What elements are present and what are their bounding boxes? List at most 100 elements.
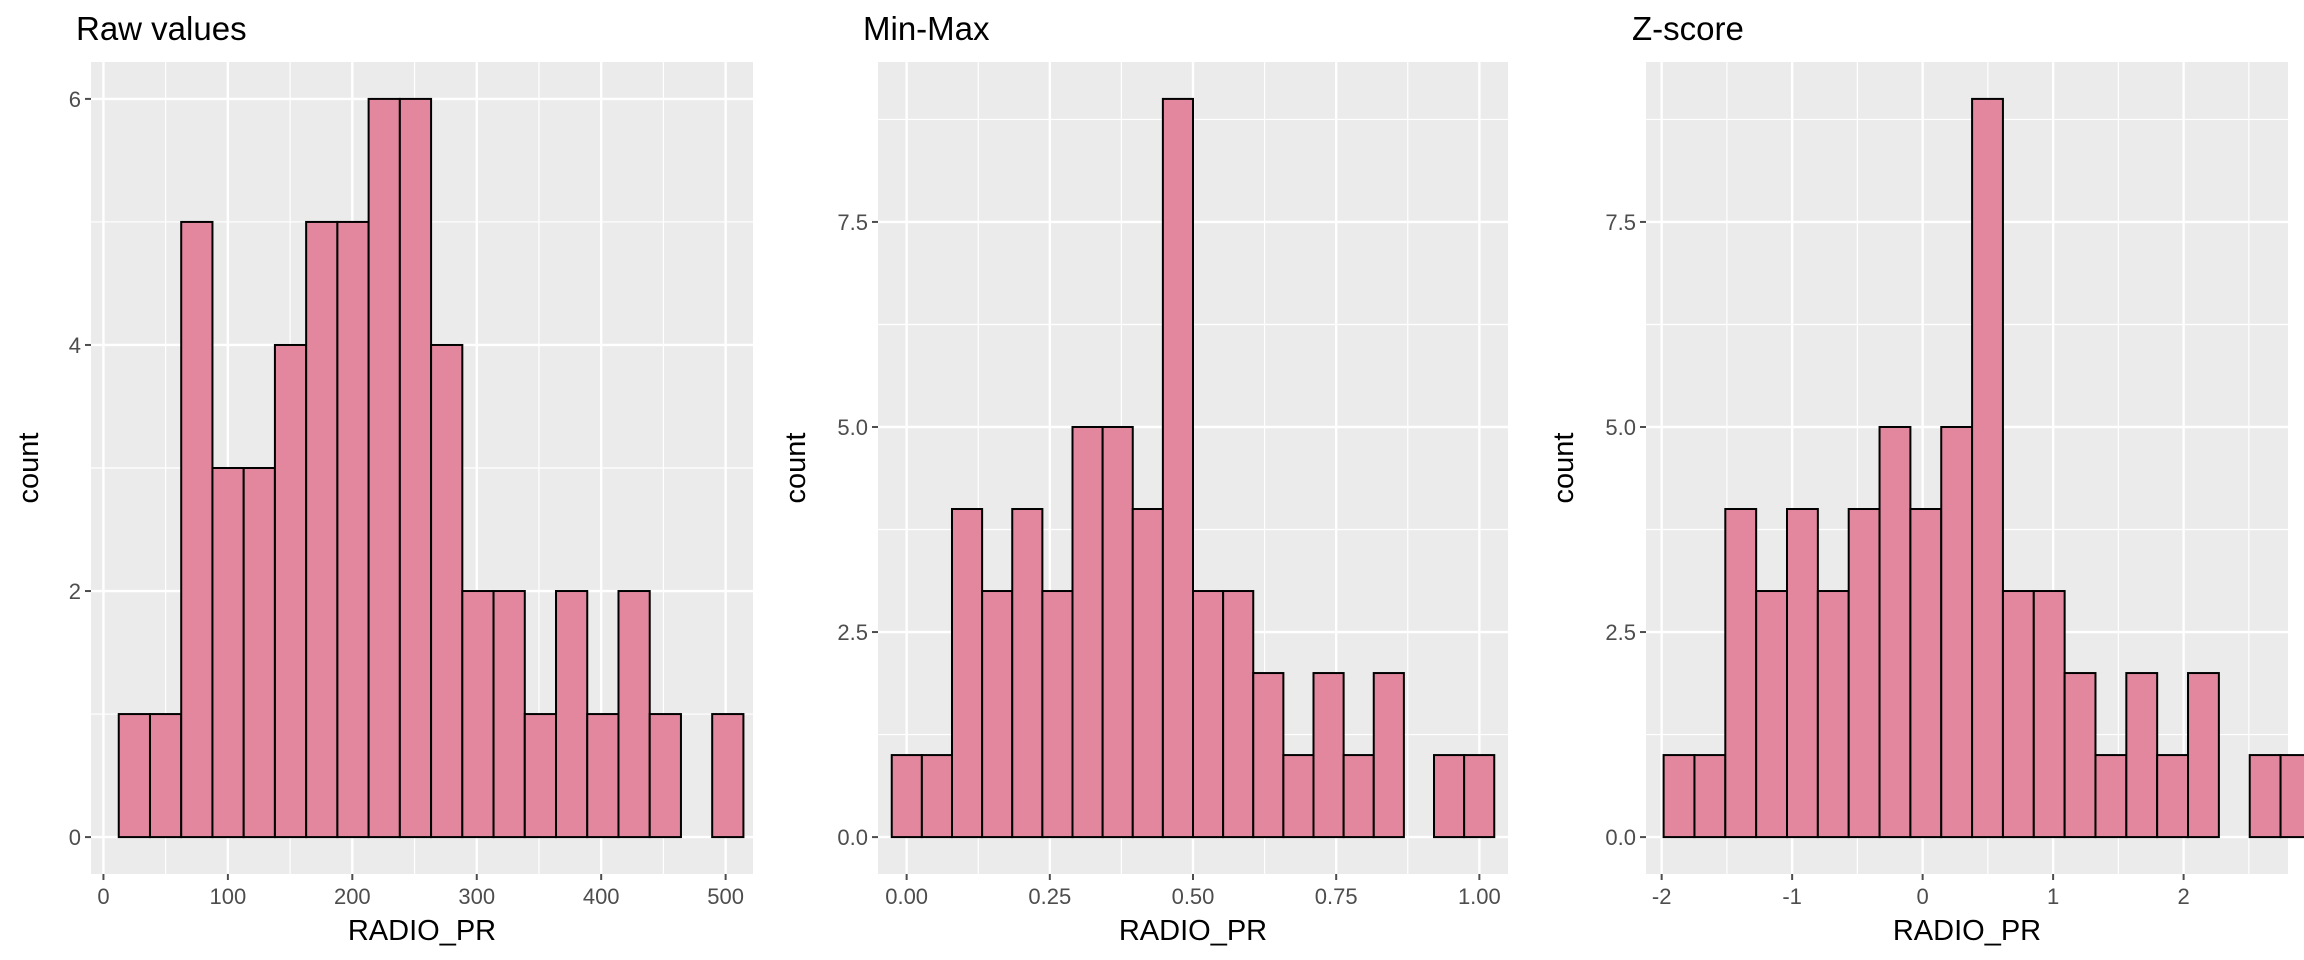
y-tick-label: 2.5 [1605, 620, 1636, 645]
histogram-bar [1312, 672, 1345, 839]
bars [1662, 97, 2304, 839]
histogram-bar [2063, 672, 2097, 839]
histogram-bar [1071, 425, 1104, 839]
histogram-bar [242, 467, 276, 839]
histogram-bar [180, 220, 214, 839]
y-axis-title: count [780, 433, 812, 504]
histogram-bar [148, 713, 183, 839]
histogram-bar [1192, 590, 1225, 839]
histogram-bar [117, 713, 151, 839]
x-axis-title: RADIO_PR [348, 915, 496, 947]
histogram-bar [586, 713, 620, 839]
chart-title: Min-Max [863, 10, 990, 47]
y-axis: 0 2 4 6 [69, 87, 91, 850]
x-tick-label: 300 [458, 884, 495, 909]
x-tick-label: 0.75 [1315, 884, 1358, 909]
histogram-bar [950, 508, 984, 839]
x-tick-label: 1 [2047, 884, 2059, 909]
histogram-bar [523, 713, 558, 839]
x-axis-title: RADIO_PR [1893, 915, 2041, 947]
panel-raw-values: Raw values 0 100 200 300 400 500 RADIO_PR 0 2 4 6 c… [0, 0, 768, 960]
histogram-bar [430, 343, 464, 839]
histogram-z-score: -2 -1 0 1 2 RADIO_PR 0.0 2.5 5.0 7.5 count [1548, 62, 2304, 947]
x-tick-label: 0 [1917, 884, 1929, 909]
histogram-bar [2248, 754, 2282, 839]
x-tick-label: 1.00 [1458, 884, 1501, 909]
histogram-bar [890, 754, 923, 839]
histogram-bar [920, 754, 953, 839]
bars [117, 97, 745, 839]
histogram-bar [1041, 590, 1074, 839]
histogram-bar [1755, 590, 1789, 839]
y-tick-label: 2 [69, 579, 81, 604]
y-axis: 0.0 2.5 5.0 7.5 [837, 210, 878, 850]
histogram-bar [2125, 672, 2159, 839]
histogram-bar [1282, 754, 1315, 839]
histogram-bar [648, 713, 682, 839]
histogram-bar [1433, 754, 1466, 839]
x-tick-label: -1 [1782, 884, 1802, 909]
x-axis: 0 100 200 300 400 500 [97, 874, 744, 909]
y-tick-label: 6 [69, 87, 81, 112]
histogram-bar [2094, 754, 2128, 839]
histogram-bar [1909, 508, 1943, 839]
y-tick-label: 4 [69, 333, 81, 358]
y-tick-label: 0.0 [837, 825, 868, 850]
chart-title: Z-score [1632, 10, 1744, 47]
histogram-bar [1222, 590, 1255, 839]
histogram-bar [2001, 590, 2035, 839]
histogram-bar [711, 713, 745, 839]
x-tick-label: 400 [583, 884, 620, 909]
histogram-bar [1252, 672, 1285, 839]
x-axis-title: RADIO_PR [1119, 915, 1267, 947]
histogram-bar [367, 97, 401, 839]
y-tick-label: 2.5 [837, 620, 868, 645]
histogram-bar [1342, 754, 1375, 839]
histogram-bar [617, 590, 651, 839]
y-tick-label: 5.0 [1605, 415, 1636, 440]
histogram-bar [492, 590, 526, 839]
x-tick-label: -2 [1652, 884, 1672, 909]
histogram-bar [305, 220, 339, 839]
y-tick-label: 0.0 [1605, 825, 1636, 850]
histogram-bar [461, 590, 495, 839]
histogram-bar [2187, 672, 2220, 839]
histogram-bar [1011, 508, 1044, 839]
histogram-bar [1724, 508, 1758, 839]
histogram-bar [2032, 590, 2066, 839]
histogram-bar [1786, 508, 1819, 839]
histogram-bar [336, 220, 370, 839]
x-axis: -2 -1 0 1 2 [1652, 874, 2190, 909]
histogram-raw-values: 0 100 200 300 400 500 RADIO_PR 0 2 4 6 count [13, 62, 753, 947]
x-tick-label: 0.25 [1028, 884, 1071, 909]
histogram-bar [555, 590, 589, 839]
panel-min-max: Min-Max 0.00 0.25 0.50 0.75 1.00 RADIO_PR 0.0 2… [768, 0, 1536, 960]
x-tick-label: 0 [97, 884, 109, 909]
y-tick-label: 0 [69, 825, 81, 850]
histogram-bar [1161, 97, 1194, 839]
x-tick-label: 500 [707, 884, 744, 909]
histogram-bar [2156, 754, 2190, 839]
histogram-bar [1847, 508, 1881, 839]
histogram-bar [1372, 672, 1405, 839]
histogram-bar [981, 590, 1014, 839]
histogram-bar [1878, 425, 1912, 839]
y-tick-label: 7.5 [1605, 210, 1636, 235]
y-axis-title: count [1548, 433, 1580, 504]
histogram-bar [1693, 754, 1727, 839]
panel-z-score: Z-score -2 -1 0 1 2 RADIO_PR 0.0 2.5 5.0 7.5 count [1536, 0, 2304, 960]
histogram-bar [1662, 754, 1696, 839]
y-axis: 0.0 2.5 5.0 7.5 [1605, 210, 1646, 850]
y-tick-label: 7.5 [837, 210, 868, 235]
histogram-bar [273, 343, 308, 839]
x-tick-label: 0.00 [885, 884, 928, 909]
histogram-bar [2279, 754, 2304, 839]
x-tick-label: 2 [2177, 884, 2189, 909]
histogram-bar [1101, 425, 1134, 839]
bars [890, 97, 1496, 839]
histogram-bar [211, 467, 245, 839]
x-tick-label: 100 [210, 884, 247, 909]
histogram-bar [1816, 590, 1850, 839]
chart-title: Raw values [76, 10, 247, 47]
